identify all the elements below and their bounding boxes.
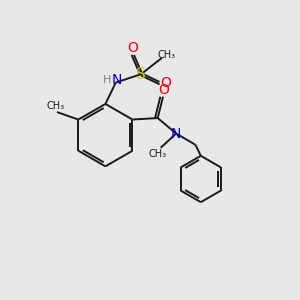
Text: S: S: [136, 67, 146, 82]
Text: CH₃: CH₃: [148, 149, 166, 159]
Text: O: O: [127, 41, 138, 56]
Text: N: N: [171, 127, 181, 140]
Text: O: O: [158, 83, 169, 97]
Text: CH₃: CH₃: [46, 100, 64, 111]
Text: N: N: [112, 73, 122, 87]
Text: H: H: [103, 75, 112, 85]
Text: O: O: [160, 76, 172, 90]
Text: CH₃: CH₃: [157, 50, 176, 61]
